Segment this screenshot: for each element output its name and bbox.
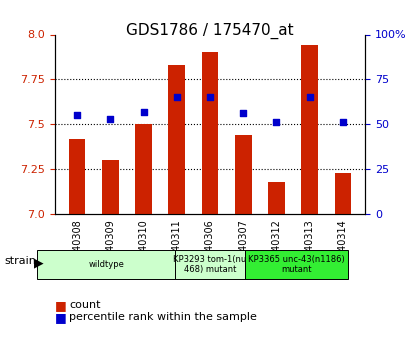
Point <box>240 111 247 116</box>
Bar <box>102 160 118 214</box>
Bar <box>268 181 285 214</box>
Bar <box>135 124 152 214</box>
Point <box>273 120 280 125</box>
Text: strain: strain <box>4 256 36 266</box>
Bar <box>302 45 318 214</box>
Bar <box>335 172 351 214</box>
Point <box>74 112 80 118</box>
Text: ■: ■ <box>55 299 66 312</box>
Text: wildtype: wildtype <box>89 260 124 269</box>
Text: ■: ■ <box>55 311 66 324</box>
Bar <box>235 135 252 214</box>
Text: count: count <box>69 300 101 310</box>
Text: percentile rank within the sample: percentile rank within the sample <box>69 313 257 322</box>
Point <box>107 116 114 121</box>
Bar <box>202 52 218 214</box>
Text: KP3365 unc-43(n1186)
mutant: KP3365 unc-43(n1186) mutant <box>248 255 345 275</box>
Point <box>306 95 313 100</box>
Text: ▶: ▶ <box>34 257 44 269</box>
Text: GDS1786 / 175470_at: GDS1786 / 175470_at <box>126 22 294 39</box>
Point <box>207 95 213 100</box>
Point <box>340 120 346 125</box>
Text: KP3293 tom-1(nu
468) mutant: KP3293 tom-1(nu 468) mutant <box>173 255 247 275</box>
Bar <box>69 139 85 214</box>
Point <box>173 95 180 100</box>
Point <box>140 109 147 115</box>
Bar <box>168 65 185 214</box>
